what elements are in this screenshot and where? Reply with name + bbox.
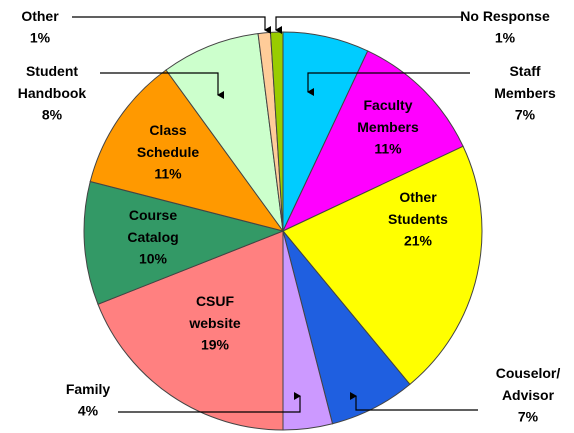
slice-label: Staff Members	[494, 63, 556, 101]
label-line: Staff	[509, 63, 540, 79]
value-label: 11%	[154, 166, 182, 182]
slice-label: Course Catalog	[127, 207, 178, 245]
value-label: 7%	[515, 107, 536, 123]
slice-label: Class Schedule	[137, 122, 199, 160]
label-line: Faculty	[363, 97, 412, 113]
leader-line	[307, 72, 470, 96]
label-line: Family	[66, 381, 111, 397]
value-label: 1%	[495, 30, 516, 46]
label-line: Catalog	[127, 229, 178, 245]
slice-label: Family	[66, 381, 111, 397]
slice-label: Couselor/Advisor	[496, 365, 561, 403]
slice-label: Student Handbook	[18, 63, 87, 101]
label-line: Other	[21, 8, 59, 24]
slice-label: Other	[21, 8, 59, 24]
label-line: Couselor/	[496, 365, 561, 381]
pie-slice	[165, 33, 284, 232]
label-line: Members	[357, 119, 419, 135]
leader-line	[350, 392, 478, 411]
label-line: Schedule	[137, 144, 199, 160]
pie-slice	[97, 230, 284, 431]
leader-line	[100, 72, 224, 99]
label-line: Class	[149, 122, 187, 138]
leader-line	[275, 16, 463, 34]
value-label: 4%	[78, 403, 99, 419]
pie-slice	[83, 180, 285, 305]
label-line: Students	[388, 211, 448, 227]
value-label: 11%	[374, 141, 402, 157]
label-line: Course	[129, 207, 177, 223]
value-label: 21%	[404, 233, 433, 249]
value-label: 19%	[201, 337, 230, 353]
slice-label: CSUF website	[188, 293, 241, 331]
label-line: Student	[26, 63, 78, 79]
label-line: CSUF	[196, 293, 235, 309]
label-line: Handbook	[18, 85, 87, 101]
value-label: 1%	[30, 30, 51, 46]
leader-line	[72, 16, 271, 34]
value-label: 7%	[518, 409, 539, 425]
label-line: website	[188, 315, 241, 331]
slice-label: Other Students	[388, 189, 448, 227]
label-line: Advisor	[502, 387, 555, 403]
label-line: No Response	[460, 8, 550, 24]
leader-lines	[72, 16, 478, 413]
labels: Staff Members 7% Faculty Members 11% Other Stud…	[18, 8, 561, 425]
label-line: Other	[399, 189, 437, 205]
leader-line	[118, 392, 301, 413]
value-label: 8%	[42, 107, 63, 123]
slice-label: Faculty Members	[357, 97, 419, 135]
label-line: Members	[494, 85, 556, 101]
pie-slice	[282, 145, 483, 386]
pie-slice	[281, 50, 464, 233]
value-label: 10%	[139, 251, 168, 267]
slice-label: No Response	[460, 8, 550, 24]
pie-slice	[89, 69, 285, 232]
